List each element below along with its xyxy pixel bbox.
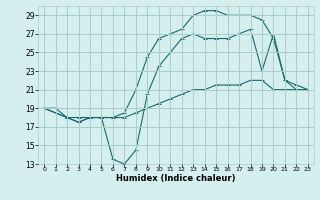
X-axis label: Humidex (Indice chaleur): Humidex (Indice chaleur) — [116, 174, 236, 183]
